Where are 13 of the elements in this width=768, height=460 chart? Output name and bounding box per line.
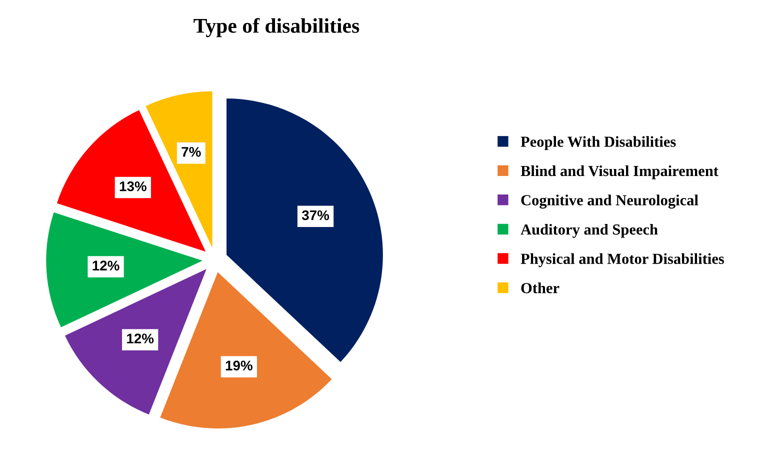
data-label: 13%	[120, 181, 146, 192]
legend-label: People With Disabilities	[520, 136, 676, 150]
legend-label: Physical and Motor Disabilities	[520, 253, 724, 268]
legend-label: Other	[521, 282, 560, 294]
legend-label: Auditory and Speech	[520, 224, 658, 238]
data-label: 37%	[302, 210, 330, 220]
legend-label: Blind and Visual Impairement	[520, 165, 718, 180]
data-label: 12%	[127, 334, 154, 344]
data-label: 19%	[226, 360, 252, 370]
chart-title: Type of disabilities	[194, 18, 360, 38]
data-label: 12%	[92, 260, 120, 270]
data-label: 7%	[182, 146, 201, 157]
legend-label: Cognitive and Neurological	[521, 194, 698, 209]
